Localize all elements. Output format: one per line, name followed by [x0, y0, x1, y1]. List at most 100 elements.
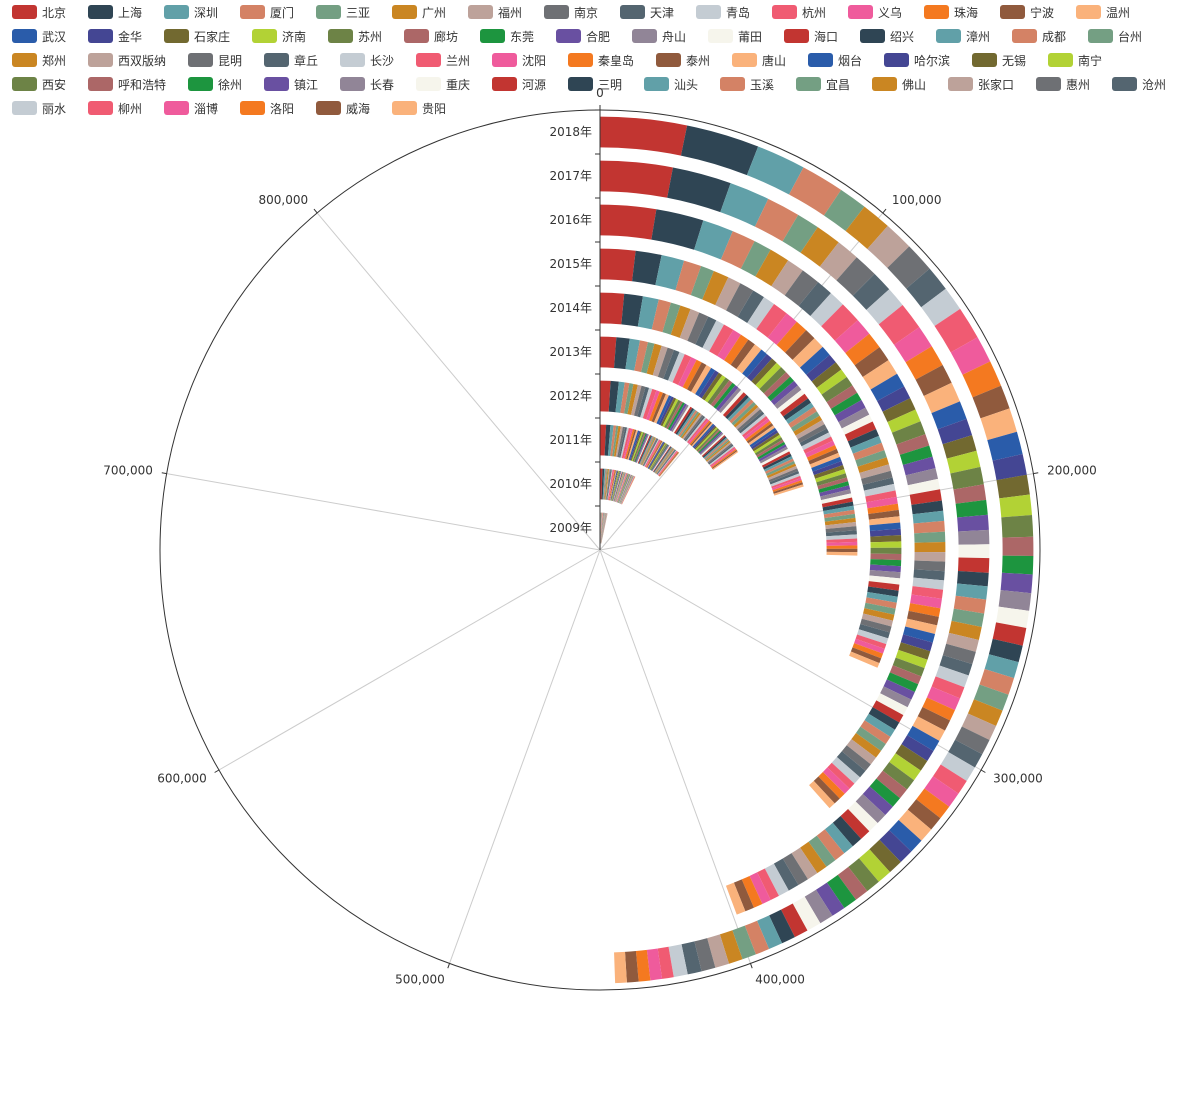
bar-segment[interactable]: [815, 469, 846, 483]
bar-segment[interactable]: [628, 430, 640, 461]
bar-segment[interactable]: [651, 209, 704, 250]
bar-segment[interactable]: [950, 466, 984, 490]
bar-segment[interactable]: [612, 471, 622, 502]
bar-segment[interactable]: [600, 512, 605, 544]
bar-segment[interactable]: [609, 469, 616, 501]
bar-segment[interactable]: [620, 382, 630, 414]
bar-segment[interactable]: [704, 438, 729, 460]
bar-segment[interactable]: [707, 443, 733, 464]
bar-segment[interactable]: [809, 452, 840, 469]
bar-segment[interactable]: [747, 297, 775, 330]
bar-segment[interactable]: [635, 433, 648, 463]
bar-segment[interactable]: [694, 938, 716, 972]
bar-segment[interactable]: [615, 472, 625, 502]
bar-segment[interactable]: [620, 475, 634, 504]
bar-segment[interactable]: [823, 189, 865, 232]
legend-item[interactable]: 泰州: [656, 51, 710, 69]
bar-segment[interactable]: [773, 482, 804, 494]
bar-segment[interactable]: [864, 713, 895, 737]
bar-segment[interactable]: [666, 401, 683, 430]
bar-segment[interactable]: [669, 403, 687, 432]
bar-segment[interactable]: [693, 424, 716, 449]
bar-segment[interactable]: [640, 436, 655, 465]
bar-segment[interactable]: [912, 716, 945, 741]
bar-segment[interactable]: [646, 440, 663, 468]
bar-segment[interactable]: [878, 304, 920, 345]
bar-segment[interactable]: [972, 385, 1010, 419]
bar-segment[interactable]: [901, 735, 934, 761]
bar-segment[interactable]: [642, 437, 657, 466]
bar-segment[interactable]: [633, 432, 646, 462]
bar-segment[interactable]: [612, 425, 619, 457]
bar-segment[interactable]: [600, 512, 605, 544]
bar-segment[interactable]: [600, 512, 606, 544]
bar-segment[interactable]: [825, 526, 857, 533]
bar-segment[interactable]: [632, 432, 645, 462]
bar-segment[interactable]: [883, 679, 915, 700]
bar-segment[interactable]: [736, 344, 762, 374]
bar-segment[interactable]: [742, 349, 767, 378]
bar-segment[interactable]: [967, 699, 1003, 726]
bar-segment[interactable]: [745, 420, 772, 442]
bar-segment[interactable]: [701, 435, 726, 457]
bar-segment[interactable]: [701, 372, 723, 401]
bar-segment[interactable]: [718, 387, 742, 414]
bar-segment[interactable]: [826, 551, 858, 556]
bar-segment[interactable]: [699, 431, 723, 455]
bar-segment[interactable]: [845, 206, 888, 249]
bar-segment[interactable]: [600, 512, 604, 544]
bar-segment[interactable]: [613, 471, 622, 502]
bar-segment[interactable]: [681, 941, 702, 975]
bar-segment[interactable]: [609, 470, 617, 501]
legend-item[interactable]: 东莞: [480, 27, 534, 45]
bar-segment[interactable]: [600, 512, 603, 544]
bar-segment[interactable]: [649, 443, 667, 470]
bar-segment[interactable]: [866, 591, 898, 603]
bar-segment[interactable]: [898, 809, 932, 841]
bar-segment[interactable]: [813, 776, 840, 804]
bar-segment[interactable]: [656, 449, 677, 475]
bar-segment[interactable]: [1000, 572, 1033, 594]
bar-segment[interactable]: [635, 949, 651, 982]
bar-segment[interactable]: [600, 512, 605, 544]
legend-item[interactable]: 沈阳: [492, 51, 546, 69]
bar-segment[interactable]: [627, 383, 638, 415]
bar-segment[interactable]: [827, 762, 855, 789]
bar-segment[interactable]: [772, 480, 803, 492]
bar-segment[interactable]: [962, 361, 1002, 398]
legend-item[interactable]: 舟山: [632, 27, 686, 45]
bar-segment[interactable]: [702, 320, 724, 352]
bar-segment[interactable]: [675, 407, 695, 435]
bar-segment[interactable]: [705, 439, 730, 461]
bar-segment[interactable]: [872, 700, 904, 723]
bar-segment[interactable]: [614, 337, 630, 370]
legend-item[interactable]: 武汉: [12, 27, 66, 45]
legend-item[interactable]: 南宁: [1048, 51, 1102, 69]
bar-segment[interactable]: [752, 432, 780, 452]
bar-segment[interactable]: [733, 879, 754, 912]
bar-segment[interactable]: [619, 474, 632, 504]
bar-segment[interactable]: [637, 296, 659, 330]
bar-segment[interactable]: [687, 362, 707, 392]
bar-segment[interactable]: [719, 930, 743, 964]
bar-segment[interactable]: [823, 509, 855, 519]
bar-segment[interactable]: [847, 428, 879, 448]
bar-segment[interactable]: [868, 575, 901, 585]
bar-segment[interactable]: [600, 512, 605, 544]
bar-segment[interactable]: [757, 868, 779, 900]
bar-segment[interactable]: [911, 500, 944, 515]
bar-segment[interactable]: [862, 360, 898, 390]
bar-segment[interactable]: [644, 439, 661, 467]
bar-segment[interactable]: [870, 541, 902, 548]
bar-segment[interactable]: [816, 369, 847, 395]
bar-segment[interactable]: [702, 270, 729, 306]
bar-segment[interactable]: [889, 753, 921, 781]
bar-segment[interactable]: [755, 362, 782, 389]
bar-segment[interactable]: [836, 257, 875, 296]
bar-segment[interactable]: [834, 400, 866, 423]
bar-segment[interactable]: [621, 476, 635, 505]
bar-segment[interactable]: [675, 260, 702, 296]
bar-segment[interactable]: [715, 385, 739, 412]
bar-segment[interactable]: [946, 632, 979, 652]
bar-segment[interactable]: [601, 513, 608, 544]
